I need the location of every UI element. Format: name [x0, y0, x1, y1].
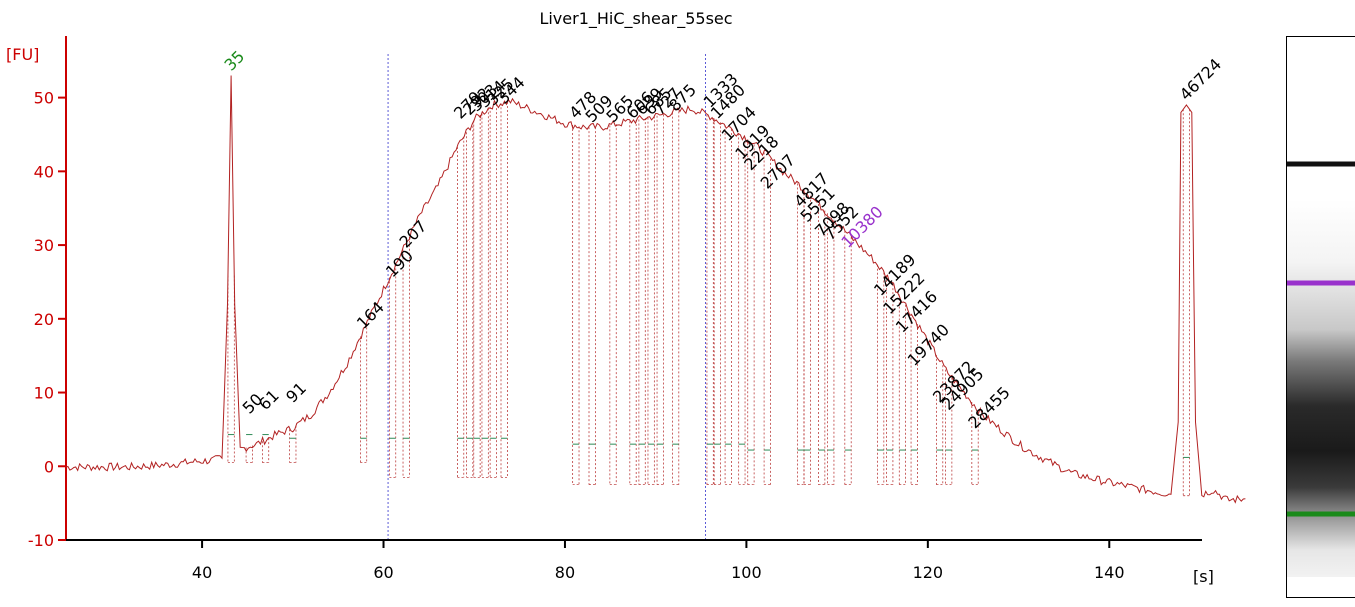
peak-baseline-group	[227, 434, 1190, 458]
y-tick-label: 50	[34, 89, 54, 108]
x-axis-unit-label: [s]	[1193, 567, 1214, 586]
x-tick-label: 100	[731, 563, 762, 582]
peak-label: 207	[396, 217, 431, 252]
electropherogram-trace	[65, 75, 1246, 504]
axes-group: -10 0 10 20 30 40 50 40 60 80 100 120 140	[28, 36, 1202, 582]
peak-label: 190	[382, 246, 417, 281]
y-axis-unit-label: [FU]	[6, 45, 39, 64]
y-tick-label: 0	[44, 457, 54, 476]
gel-band	[1287, 280, 1355, 286]
peak-label: 164	[353, 298, 388, 333]
electropherogram-chart: Liver1_HiC_shear_55sec [FU] [s] -10 0 10 20…	[6, 9, 1246, 586]
gel-smear	[1287, 127, 1355, 577]
peak-label: 46724	[1176, 55, 1225, 104]
gel-band	[1287, 161, 1355, 167]
chart-title: Liver1_HiC_shear_55sec	[539, 9, 732, 29]
y-tick-label: 20	[34, 310, 54, 329]
x-tick-label: 120	[913, 563, 944, 582]
gel-band	[1287, 511, 1355, 517]
peak-label: 91	[282, 379, 310, 407]
gel-lane-image	[1286, 36, 1355, 598]
y-tick-label: 40	[34, 162, 54, 181]
trace-group	[65, 75, 1246, 504]
y-tick-label: 10	[34, 384, 54, 403]
peak-label: 35	[221, 47, 249, 75]
y-tick-label: -10	[28, 531, 54, 550]
y-tick-label: 30	[34, 236, 54, 255]
peak-dropline-group	[227, 101, 1190, 497]
x-tick-label: 40	[192, 563, 212, 582]
x-tick-label: 80	[555, 563, 575, 582]
x-tick-label: 140	[1094, 563, 1125, 582]
x-tick-label: 60	[373, 563, 393, 582]
region-guides	[387, 54, 706, 540]
